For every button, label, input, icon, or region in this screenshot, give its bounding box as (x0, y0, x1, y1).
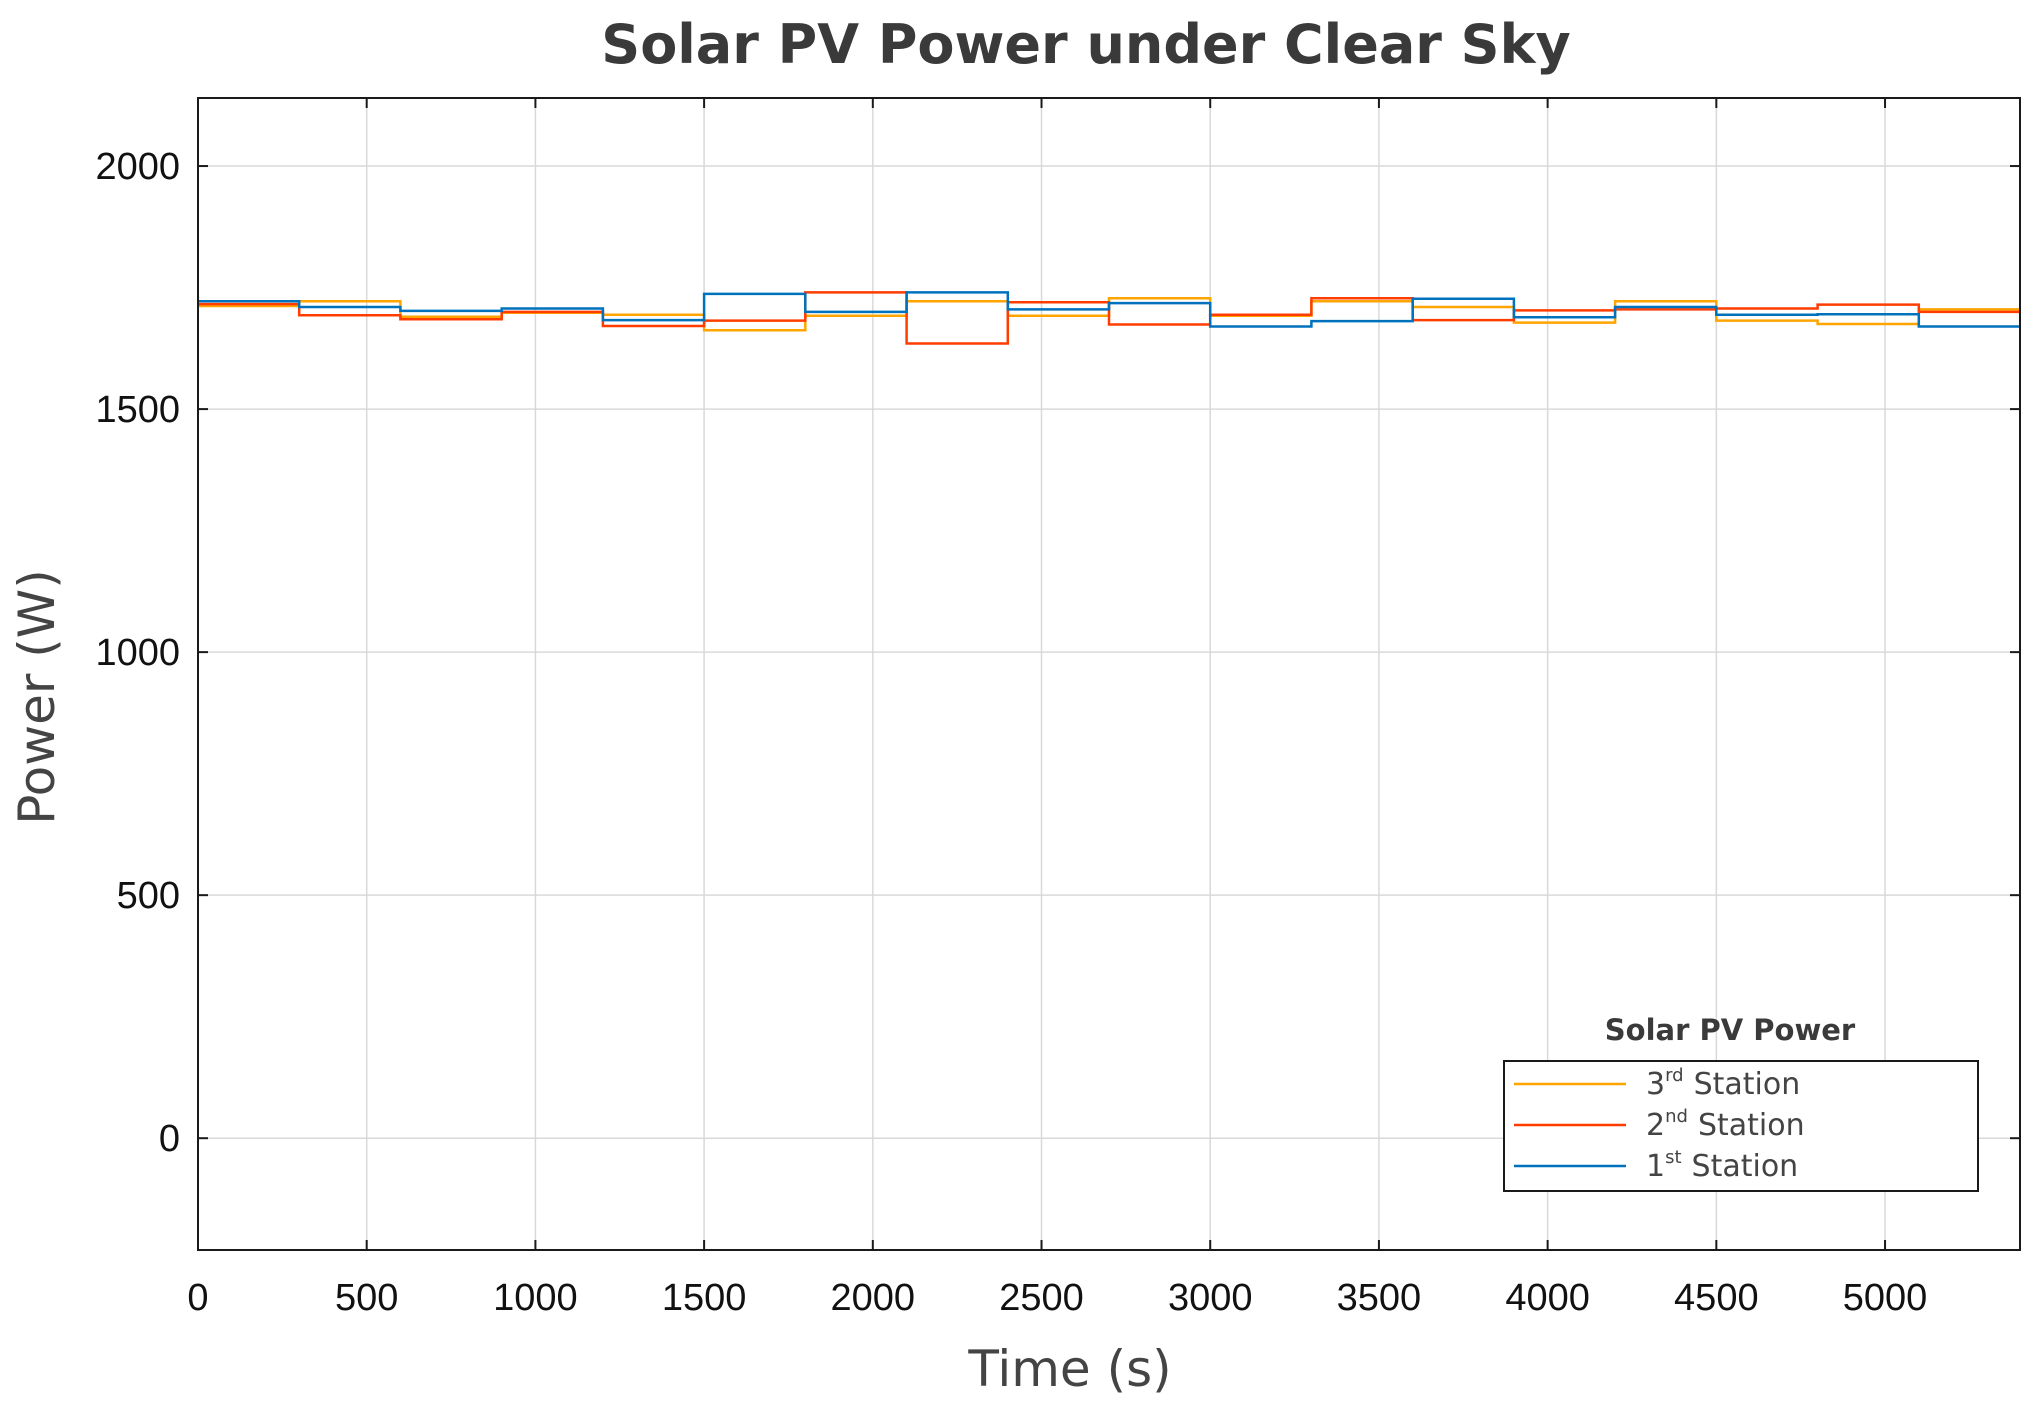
plot-series (198, 291, 2020, 345)
x-tick-label: 3000 (1168, 1277, 1253, 1319)
tick-labels: 0 500 1000 1500 2000 2500 3000 3500 4000 4500 5000… (95, 98, 2020, 1319)
x-tick-label: 4500 (1674, 1277, 1759, 1319)
y-tick-label: 1000 (95, 632, 180, 674)
chart-title: Solar PV Power under Clear Sky (601, 13, 1570, 76)
x-tick-label: 2000 (831, 1277, 916, 1319)
x-tick-label: 3500 (1337, 1277, 1422, 1319)
y-tick-label: 2000 (95, 146, 180, 188)
y-tick-label: 1500 (95, 389, 180, 431)
legend-label: 1st Station (1646, 1147, 1798, 1184)
x-axis-label: Time (s) (967, 1340, 1171, 1398)
legend: Solar PV Power 3rd Station 2nd Station 1st St… (1503, 1013, 1979, 1192)
legend-label: 2nd Station (1646, 1106, 1805, 1143)
plot-frame (197, 97, 2021, 1251)
x-tick-label: 2500 (999, 1277, 1084, 1319)
y-tick-label: 500 (117, 875, 180, 917)
grid (198, 98, 2020, 1250)
legend-label: 3rd Station (1646, 1065, 1800, 1102)
y-axis-label: Power (W) (8, 569, 66, 825)
x-tick-label: 4000 (1505, 1277, 1590, 1319)
legend-title: Solar PV Power (1605, 1013, 1856, 1047)
series-line-1 (198, 291, 2020, 328)
y-tick-label: 0 (159, 1118, 180, 1160)
x-tick-label: 5000 (1843, 1277, 1928, 1319)
x-tick-label: 0 (187, 1277, 208, 1319)
x-tick-label: 500 (335, 1277, 398, 1319)
x-tick-label: 1500 (662, 1277, 747, 1319)
x-tick-label: 1000 (493, 1277, 578, 1319)
